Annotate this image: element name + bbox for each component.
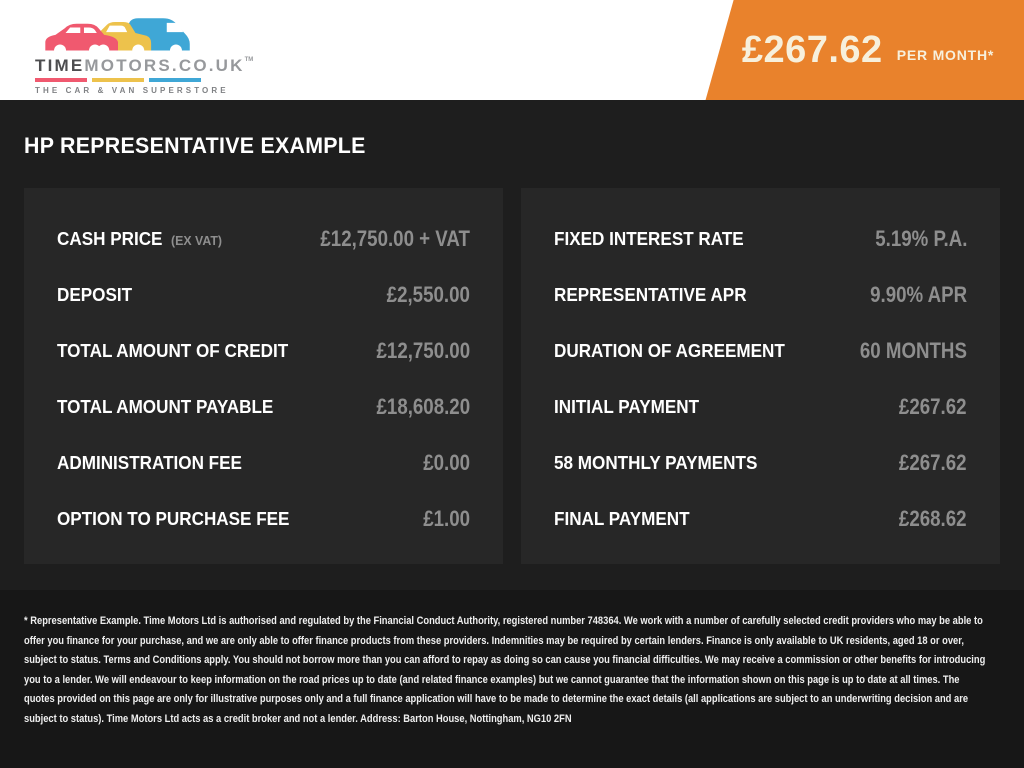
row-label: DURATION OF AGREEMENT: [554, 340, 785, 361]
row-monthly-payments: 58 MONTHLY PAYMENTS £267.62: [554, 435, 967, 491]
row-value: £268.62: [899, 506, 967, 531]
row-value: £267.62: [899, 450, 967, 475]
row-value: £12,750.00 + VAT: [320, 226, 470, 251]
row-label: DEPOSIT: [57, 284, 133, 305]
row-label: 58 MONTHLY PAYMENTS: [554, 452, 758, 473]
brand-wordmark: TIMEMOTORS.CO.UKTM: [35, 56, 253, 75]
row-label: CASH PRICE (EX VAT): [57, 228, 223, 249]
trademark-symbol: TM: [244, 57, 254, 63]
row-total-credit: TOTAL AMOUNT OF CREDIT £12,750.00: [57, 323, 470, 379]
row-option-to-purchase-fee: OPTION TO PURCHASE FEE £1.00: [57, 491, 470, 547]
row-initial-payment: INITIAL PAYMENT £267.62: [554, 379, 967, 435]
header: TIMEMOTORS.CO.UKTM THE CAR & VAN SUPERST…: [0, 0, 1024, 100]
row-value: £267.62: [899, 394, 967, 419]
bar-blue: [149, 78, 201, 82]
finance-panel-left: CASH PRICE (EX VAT) £12,750.00 + VAT DEPO…: [24, 188, 503, 564]
finance-panels: CASH PRICE (EX VAT) £12,750.00 + VAT DEPO…: [24, 188, 1000, 564]
monthly-price-banner: £267.62 PER MONTH*: [705, 0, 1024, 100]
finance-panel-right: FIXED INTEREST RATE 5.19% P.A. REPRESENT…: [521, 188, 1000, 564]
row-note: (EX VAT): [171, 232, 223, 248]
row-deposit: DEPOSIT £2,550.00: [57, 267, 470, 323]
row-value: £2,550.00: [386, 282, 470, 307]
row-label: FIXED INTEREST RATE: [554, 228, 744, 249]
timemotors-logo[interactable]: TIMEMOTORS.CO.UKTM THE CAR & VAN SUPERST…: [35, 10, 253, 95]
row-label: OPTION TO PURCHASE FEE: [57, 508, 290, 529]
row-value: 5.19% P.A.: [874, 226, 967, 251]
brand-time: TIME: [35, 56, 85, 75]
monthly-price-amount: £267.62: [741, 28, 883, 71]
row-label: FINAL PAYMENT: [554, 508, 690, 529]
monthly-price-period: PER MONTH*: [896, 47, 995, 63]
row-cash-price: CASH PRICE (EX VAT) £12,750.00 + VAT: [57, 211, 470, 267]
finance-example-section: HP REPRESENTATIVE EXAMPLE CASH PRICE (EX …: [0, 100, 1024, 590]
row-final-payment: FINAL PAYMENT £268.62: [554, 491, 967, 547]
brand-rest: MOTORS.CO.UK: [84, 56, 245, 75]
row-fixed-interest-rate: FIXED INTEREST RATE 5.19% P.A.: [554, 211, 967, 267]
row-duration: DURATION OF AGREEMENT 60 MONTHS: [554, 323, 967, 379]
row-label: REPRESENTATIVE APR: [554, 284, 747, 305]
row-admin-fee: ADMINISTRATION FEE £0.00: [57, 435, 470, 491]
brand-color-bars: [35, 78, 201, 82]
row-value: £1.00: [423, 506, 470, 531]
row-label: TOTAL AMOUNT OF CREDIT: [57, 340, 289, 361]
footer: * Representative Example. Time Motors Lt…: [0, 590, 1024, 768]
bar-yellow: [92, 78, 144, 82]
bar-pink: [35, 78, 87, 82]
logo-cars-icon: [45, 18, 190, 56]
row-total-payable: TOTAL AMOUNT PAYABLE £18,608.20: [57, 379, 470, 435]
row-value: £18,608.20: [376, 394, 470, 419]
row-value: 60 MONTHS: [859, 338, 967, 363]
row-label: ADMINISTRATION FEE: [57, 452, 242, 473]
row-label: TOTAL AMOUNT PAYABLE: [57, 396, 274, 417]
row-label: INITIAL PAYMENT: [554, 396, 700, 417]
legal-disclaimer: * Representative Example. Time Motors Lt…: [24, 615, 986, 725]
row-value: 9.90% APR: [869, 282, 967, 307]
row-representative-apr: REPRESENTATIVE APR 9.90% APR: [554, 267, 967, 323]
row-value: £0.00: [423, 450, 470, 475]
brand-tagline: THE CAR & VAN SUPERSTORE: [35, 86, 229, 95]
row-value: £12,750.00: [376, 338, 470, 363]
page-title: HP REPRESENTATIVE EXAMPLE: [24, 133, 366, 158]
